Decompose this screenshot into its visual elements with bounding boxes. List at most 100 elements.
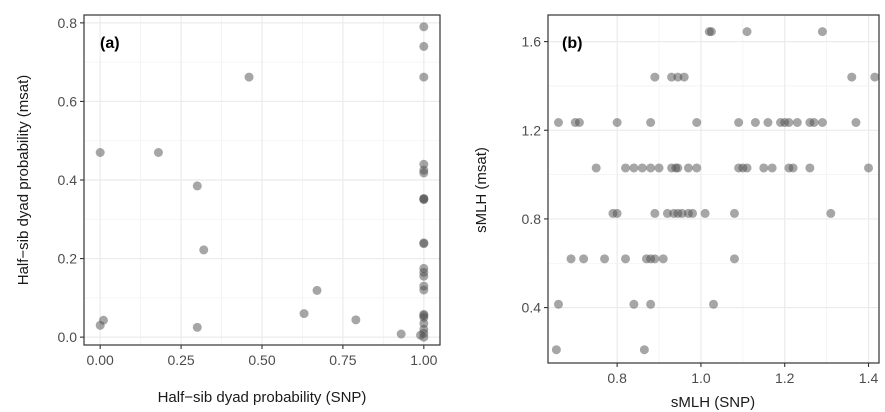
panel-b-data-point xyxy=(709,299,718,309)
panel-a-y-tick-label: 0.4 xyxy=(58,172,78,188)
panel-b-data-point xyxy=(706,27,716,37)
panel-a-x-title: Half−sib dyad probability (SNP) xyxy=(158,389,367,406)
panel-b-data-point xyxy=(679,72,689,82)
panel-b-data-point xyxy=(700,208,710,218)
panel-a-data-point xyxy=(419,41,429,51)
panel-b-data-point xyxy=(729,208,739,218)
panel-b-data-point xyxy=(654,163,664,173)
panel-b-background xyxy=(548,15,879,363)
panel-a-y-ticks: 0.0 0.2 0.4 0.6 0.8 xyxy=(58,15,84,345)
panel-b-data-point xyxy=(792,118,802,128)
panel-b-data-point xyxy=(637,163,647,173)
panel-b-y-tick-label: 0.4 xyxy=(522,300,542,316)
panel-b-data-point xyxy=(734,118,744,128)
panel-b-data-point xyxy=(864,163,874,173)
panel-a-data-point xyxy=(153,148,163,157)
panel-b-data-point xyxy=(621,254,631,264)
panel-b-data-point xyxy=(658,254,668,264)
panel-a-data-point xyxy=(419,332,429,342)
panel-b-data-point xyxy=(600,254,610,264)
panel-b-y-tick-label: 1.2 xyxy=(522,122,542,138)
panel-b-data-point xyxy=(591,163,601,173)
panel-b-data-point xyxy=(662,208,672,218)
panel-b-x-ticks: 0.8 1.0 1.2 1.4 xyxy=(607,363,878,386)
panel-b-data-point xyxy=(579,254,589,264)
panel-b-x-tick-label: 1.2 xyxy=(775,370,795,386)
panel-a-data-point xyxy=(419,193,429,203)
panel-a-gridlines xyxy=(84,15,440,345)
panel-b-data-point xyxy=(742,27,752,37)
panel-b-data-point xyxy=(784,118,794,128)
panel-a-data-point xyxy=(419,22,429,32)
panel-b-data-point xyxy=(692,118,702,128)
panel-a-x-tick-label: 0.25 xyxy=(167,352,194,368)
panel-b-data-point xyxy=(788,163,798,173)
panel-b-y-tick-label: 1.6 xyxy=(522,34,542,50)
panel-a-y-tick-label: 0.2 xyxy=(58,251,78,267)
panel-a-x-tick-label: 0.75 xyxy=(329,352,356,368)
panel-a-data-point xyxy=(419,271,429,281)
panel-a-data-point xyxy=(396,329,406,339)
panel-b-data-point xyxy=(750,118,760,128)
panel-a-x-tick-label: 0.00 xyxy=(87,352,114,368)
panel-b-data-point xyxy=(692,163,702,173)
panel-a-data-point xyxy=(299,309,309,319)
panel-a-data-point xyxy=(419,285,429,295)
panel-b-data-point xyxy=(677,208,687,218)
panel-b-data-point xyxy=(805,163,815,173)
panel-a-data-point xyxy=(351,315,361,325)
panel-b-data-point xyxy=(646,299,656,309)
panel-b-data-point xyxy=(688,208,698,218)
panel-a-points xyxy=(95,22,429,342)
panel-a-data-point xyxy=(192,181,202,191)
panel-b-data-point xyxy=(809,118,819,128)
panel-b-data-point xyxy=(667,72,677,82)
panel-a-x-ticks: 0.00 0.25 0.50 0.75 1.00 xyxy=(87,345,438,368)
panel-b-border xyxy=(547,14,880,364)
panel-b-data-point xyxy=(650,72,660,82)
panel-a-data-point xyxy=(419,239,429,249)
panel-b-data-point xyxy=(847,72,857,82)
panel-a-data-point xyxy=(192,322,202,332)
panel-b-data-point xyxy=(851,118,861,128)
panel-a-data-point xyxy=(244,72,254,82)
panel-b-data-point xyxy=(646,163,656,173)
panel-b-data-point xyxy=(639,345,649,355)
panel-a-y-tick-label: 0.8 xyxy=(58,15,78,31)
panel-b-x-tick-label: 1.0 xyxy=(691,370,711,386)
panel-a-data-point xyxy=(95,148,105,157)
panel-a-scatter: 0.00 0.25 0.50 0.75 1.00 0.0 0.2 0.4 0.6 0.8 (a)… xyxy=(15,14,441,406)
panel-b-data-point xyxy=(629,163,639,173)
panel-b-data-point xyxy=(763,118,773,128)
panel-b-y-ticks: 0.4 0.8 1.2 1.6 xyxy=(522,34,548,316)
panel-b-x-tick-label: 0.8 xyxy=(607,370,627,386)
panel-b-data-point xyxy=(553,118,563,128)
panel-b-data-point xyxy=(742,163,752,173)
panel-b-data-point xyxy=(551,345,561,355)
panel-b-data-point xyxy=(650,208,660,218)
panel-b-data-point xyxy=(817,27,827,37)
panel-b-data-point xyxy=(673,163,683,173)
panel-b-y-tick-label: 0.8 xyxy=(522,211,542,227)
panel-a-data-point xyxy=(312,285,322,295)
panel-b-data-point xyxy=(646,118,656,128)
panel-b-scatter: 0.8 1.0 1.2 1.4 0.4 0.8 1.2 1.6 (b) sMLH (SNP)… xyxy=(473,14,880,411)
panel-a-x-tick-label: 1.00 xyxy=(410,352,437,368)
panel-a-y-title: Half−sib dyad probability (msat) xyxy=(15,75,32,286)
panel-b-points xyxy=(551,27,880,355)
panel-b-data-point xyxy=(566,254,576,264)
panel-a-data-point xyxy=(98,315,108,325)
panel-b-data-point xyxy=(612,118,622,128)
panel-b-data-point xyxy=(759,163,769,173)
panel-b-data-point xyxy=(629,299,639,309)
panel-b-data-point xyxy=(870,72,880,82)
panel-b-data-point xyxy=(767,163,777,173)
panel-b-data-point xyxy=(673,72,683,82)
panel-b-data-point xyxy=(729,254,739,264)
panel-a-y-tick-label: 0.0 xyxy=(58,329,78,345)
panel-a-data-point xyxy=(419,72,429,82)
panel-b-data-point xyxy=(683,163,693,173)
panel-a-y-tick-label: 0.6 xyxy=(58,93,78,109)
panel-a-x-tick-label: 0.50 xyxy=(248,352,275,368)
